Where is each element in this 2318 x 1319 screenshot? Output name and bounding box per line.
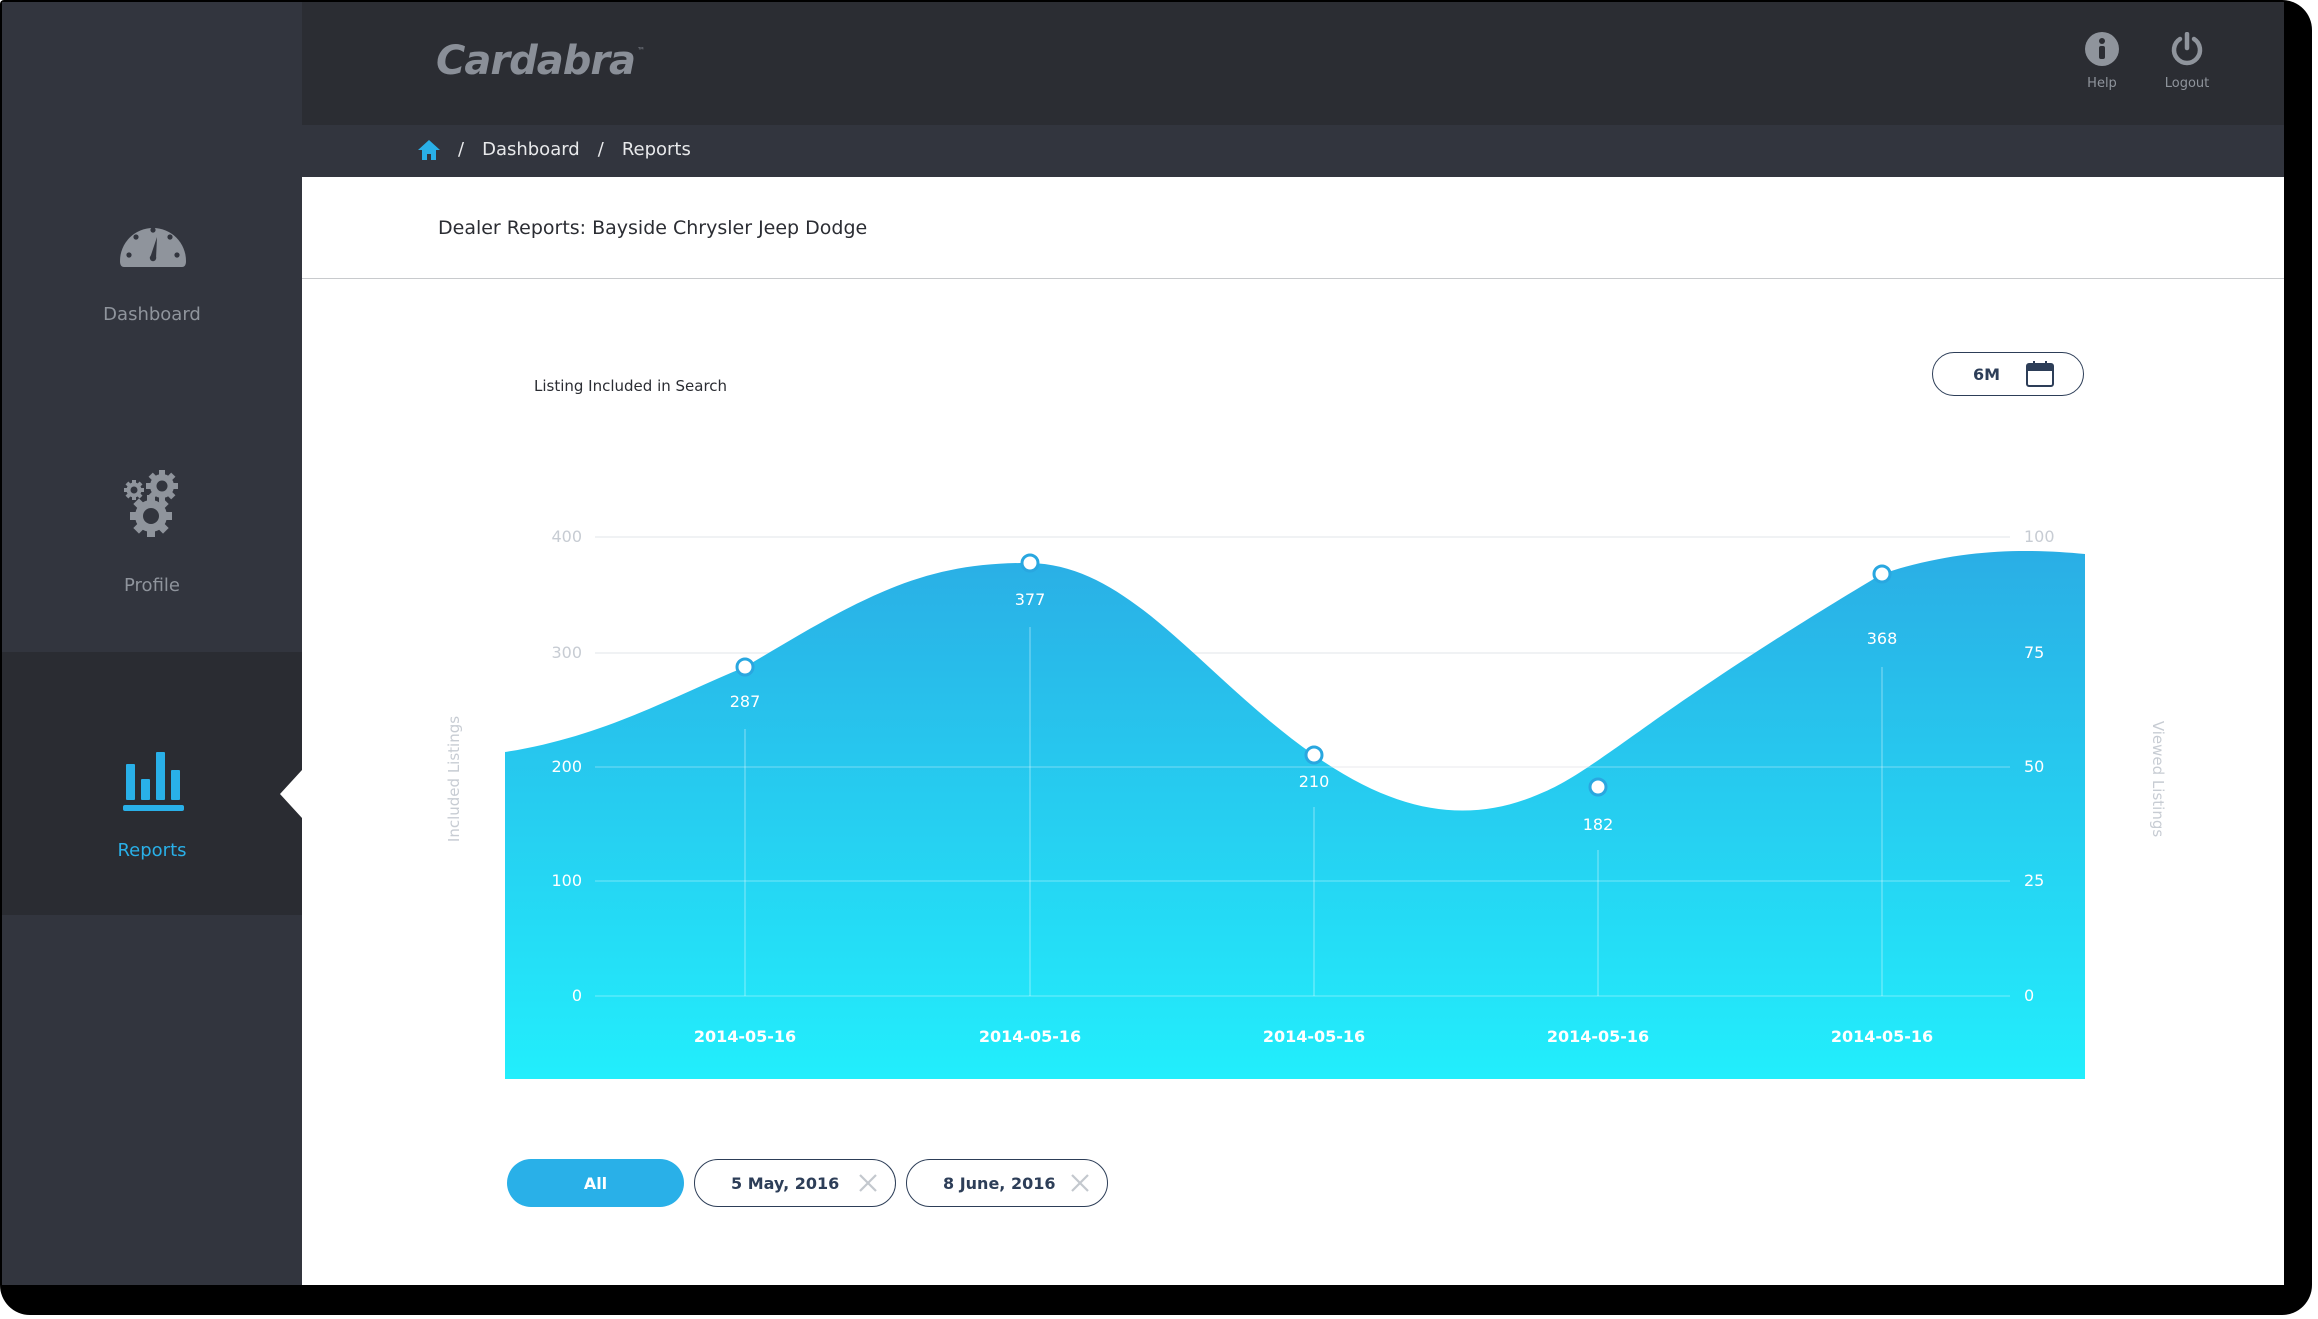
logout-button[interactable]: Logout [2152,31,2222,91]
app-screen: Dashboard [2,2,2284,1285]
filter-date-chip[interactable]: 5 May, 2016 [694,1159,896,1207]
area-chart [505,536,2085,1079]
top-header: Cardabra ™ Help Logout [302,2,2284,125]
filter-all-button[interactable]: All [507,1159,684,1207]
y-axis-left: 400 300 200 100 0 [551,527,582,1005]
breadcrumb: / Dashboard / Reports [418,139,691,160]
filter-bar: All 5 May, 2016 8 June, 2016 [507,1159,1108,1207]
filter-date-chip[interactable]: 8 June, 2016 [906,1159,1108,1207]
bar-chart-icon [123,752,184,811]
gears-icon [124,470,178,537]
help-button[interactable]: Help [2067,32,2137,91]
app-logo[interactable]: Cardabra ™ [436,38,645,84]
sidebar-item-label: Dashboard [103,304,201,325]
active-indicator-arrow [280,770,302,818]
power-icon [2171,31,2203,66]
chart-title: Listing Included in Search [534,377,728,395]
sidebar-item-reports[interactable]: Reports [2,652,302,915]
sidebar-item-dashboard[interactable]: Dashboard [2,177,302,347]
close-icon[interactable] [857,1172,879,1194]
close-icon[interactable] [1069,1172,1091,1194]
breadcrumb-reports[interactable]: Reports [621,139,691,160]
y-axis-right: 100 75 50 25 0 [2024,527,2055,1005]
range-value: 6M [1973,364,2001,384]
sidebar-item-label: Profile [124,575,180,596]
chart-area [505,550,2085,1079]
sidebar-item-label: Reports [117,840,187,861]
y-axis-right-title: Viewed Listings [2149,720,2167,838]
main-content: Dealer Reports: Bayside Chrysler Jeep Do… [302,177,2284,1285]
date-range-selector[interactable]: 6M [1932,352,2084,396]
breadcrumb-separator: / [458,139,465,160]
breadcrumb-separator: / [597,139,604,160]
breadcrumb-dashboard[interactable]: Dashboard [482,139,580,160]
sidebar-item-profile[interactable]: Profile [2,442,302,622]
page-title: Dealer Reports: Bayside Chrysler Jeep Do… [438,217,868,239]
home-icon[interactable] [418,139,440,160]
calendar-icon [2026,361,2055,387]
y-axis-left-title: Included Listings [445,715,463,843]
speedometer-icon [120,227,186,267]
breadcrumb-bar: / Dashboard / Reports [302,125,2284,177]
data-points [735,553,1892,797]
sidebar: Dashboard [2,2,302,1285]
title-divider [302,278,2284,279]
info-icon [2085,32,2119,66]
